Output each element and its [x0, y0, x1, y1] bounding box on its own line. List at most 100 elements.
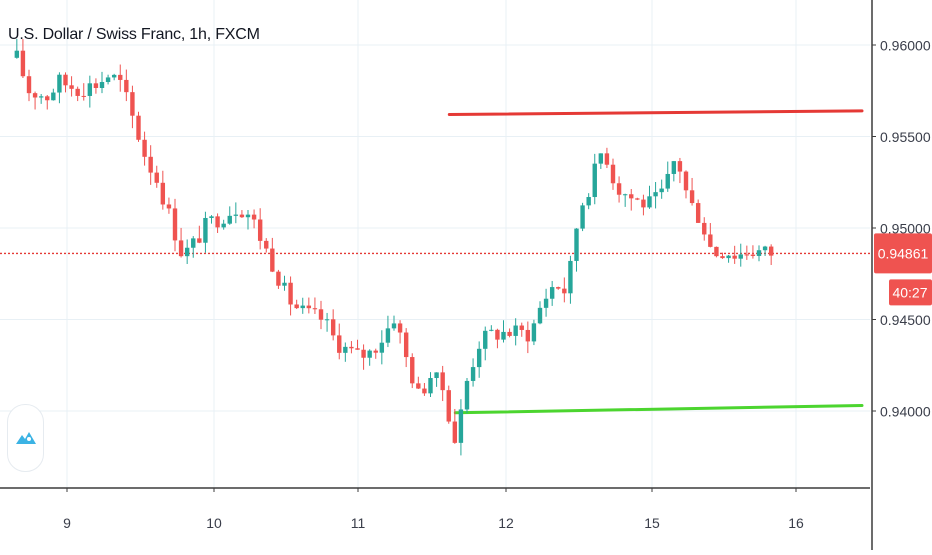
- candle-body: [629, 194, 634, 199]
- candle-body: [391, 323, 397, 329]
- tradingview-logo-icon[interactable]: [7, 404, 44, 472]
- candle-body: [148, 156, 153, 173]
- price-tick-label: 0.94000: [880, 404, 931, 420]
- candle-body: [233, 214, 239, 216]
- candle-body: [689, 190, 695, 204]
- candle-body: [622, 194, 628, 196]
- drawing-lines[interactable]: [0, 109, 870, 415]
- candle-body: [403, 332, 409, 358]
- candle-body: [343, 346, 348, 353]
- candle-body: [726, 255, 731, 259]
- candle-body: [756, 250, 762, 256]
- candle-body: [32, 93, 38, 98]
- candle-body: [385, 328, 391, 343]
- candle-body: [562, 288, 567, 294]
- candle-body: [665, 173, 670, 189]
- candle-body: [172, 208, 178, 241]
- countdown-label: 40:27: [892, 284, 927, 300]
- candle-body: [738, 254, 743, 259]
- symbol-title[interactable]: U.S. Dollar / Swiss Franc, 1h, FXCM: [8, 26, 260, 43]
- candle-body: [744, 254, 750, 256]
- support-line[interactable]: [453, 404, 864, 415]
- candle-body: [416, 383, 421, 389]
- candle-body: [556, 287, 561, 289]
- candle-body: [306, 305, 312, 309]
- candle-body: [93, 83, 99, 88]
- candle-body: [111, 74, 117, 78]
- candle-body: [464, 380, 470, 410]
- candle-body: [239, 214, 245, 218]
- candle-body: [379, 342, 385, 353]
- candle-body: [324, 319, 330, 321]
- candle-body: [361, 349, 366, 358]
- candle-body: [14, 50, 20, 58]
- candle-body: [51, 92, 56, 101]
- time-tick-label: 9: [63, 515, 71, 531]
- candle-body: [695, 203, 701, 223]
- candle-body: [69, 85, 74, 89]
- candle-body: [410, 357, 415, 384]
- candle-body: [768, 246, 774, 256]
- candle-body: [276, 271, 281, 286]
- candle-body: [355, 348, 360, 350]
- candle-body: [604, 153, 610, 165]
- candle-body: [507, 331, 512, 336]
- candle-body: [586, 197, 591, 206]
- candle-body: [501, 331, 506, 340]
- candle-body: [610, 164, 616, 184]
- candle-body: [330, 319, 336, 336]
- time-tick-label: 15: [644, 515, 660, 531]
- candle-body: [489, 329, 494, 331]
- candle-body: [531, 323, 537, 342]
- candle-body: [337, 335, 342, 353]
- candles-layer: [14, 38, 774, 456]
- price-tick-label: 0.95000: [880, 221, 931, 237]
- candle-body: [294, 304, 299, 309]
- candle-body: [99, 82, 105, 88]
- time-tick-label: 12: [498, 515, 514, 531]
- candle-body: [476, 348, 482, 368]
- candle-body: [184, 247, 190, 257]
- candle-body: [762, 246, 768, 251]
- candle-body: [63, 74, 68, 86]
- candle-body: [537, 307, 543, 324]
- price-tick-label: 0.96000: [880, 38, 931, 54]
- candle-body: [519, 325, 524, 330]
- candle-body: [349, 346, 354, 349]
- candle-body: [221, 223, 226, 228]
- time-tick-label: 11: [351, 515, 366, 531]
- candle-body: [592, 163, 597, 198]
- candle-body: [105, 77, 111, 83]
- resistance-line[interactable]: [447, 109, 864, 116]
- candle-body: [75, 88, 80, 96]
- candle-body: [178, 240, 184, 257]
- candle-body: [428, 378, 433, 394]
- candle-body: [118, 74, 123, 80]
- candle-body: [87, 83, 93, 96]
- grid-layer: [0, 0, 870, 488]
- candle-body: [549, 287, 555, 299]
- candle-body: [318, 309, 324, 320]
- candle-body: [245, 214, 251, 218]
- candle-body: [671, 161, 677, 174]
- candle-body: [282, 282, 287, 286]
- candle-body: [209, 216, 214, 218]
- candle-body: [616, 183, 622, 195]
- candle-body: [677, 161, 683, 172]
- candle-body: [434, 372, 439, 379]
- candle-body: [659, 188, 664, 193]
- candle-body: [440, 372, 445, 391]
- candle-body: [367, 350, 372, 358]
- candle-body: [470, 367, 476, 381]
- time-tick-label: 10: [206, 515, 222, 531]
- candle-body: [720, 256, 725, 259]
- candle-body: [312, 308, 318, 310]
- candle-body: [446, 390, 451, 422]
- candle-body: [136, 115, 141, 140]
- countdown-badge: [889, 279, 932, 306]
- candle-body: [203, 217, 208, 243]
- candle-body: [251, 214, 257, 220]
